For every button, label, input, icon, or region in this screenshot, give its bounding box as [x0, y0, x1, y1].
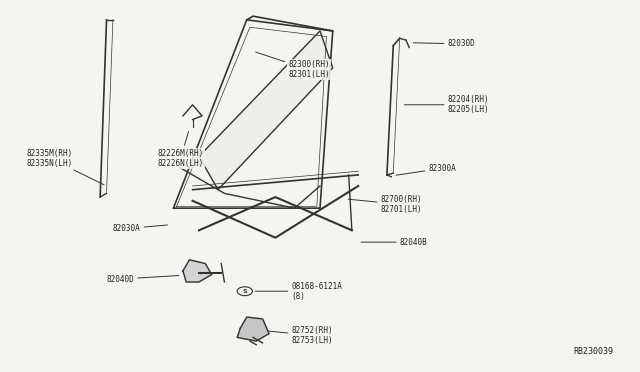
Text: RB230039: RB230039: [573, 347, 613, 356]
Text: 08168-6121A
(8): 08168-6121A (8): [255, 282, 342, 301]
Text: 82030D: 82030D: [413, 39, 475, 48]
Text: 82040D: 82040D: [106, 275, 179, 283]
Text: 82300(RH)
82301(LH): 82300(RH) 82301(LH): [256, 52, 330, 79]
Text: 82335M(RH)
82335N(LH): 82335M(RH) 82335N(LH): [27, 148, 104, 185]
Polygon shape: [183, 260, 212, 282]
Polygon shape: [199, 31, 333, 190]
Text: 82040B: 82040B: [361, 238, 428, 247]
Text: 82204(RH)
82205(LH): 82204(RH) 82205(LH): [404, 95, 489, 115]
Text: S: S: [243, 289, 247, 294]
Polygon shape: [237, 317, 269, 341]
Text: 82030A: 82030A: [113, 224, 168, 233]
Text: 82226M(RH)
82226N(LH): 82226M(RH) 82226N(LH): [157, 131, 204, 168]
Text: 82752(RH)
82753(LH): 82752(RH) 82753(LH): [269, 326, 333, 345]
Text: 82700(RH)
82701(LH): 82700(RH) 82701(LH): [348, 195, 422, 214]
Text: 82300A: 82300A: [396, 164, 456, 175]
